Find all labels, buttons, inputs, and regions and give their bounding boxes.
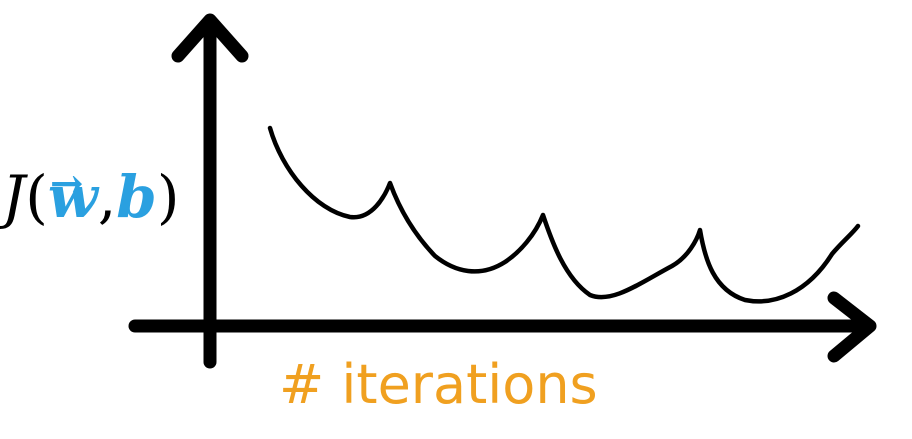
open-paren: ( bbox=[25, 163, 48, 231]
y-axis-arrowhead bbox=[171, 13, 249, 63]
cost-function-symbol: J bbox=[2, 163, 26, 231]
close-paren: ) bbox=[156, 163, 180, 231]
param-b: b bbox=[116, 163, 157, 231]
y-axis-label: J(→ w,b) bbox=[2, 164, 179, 227]
vector-arrow-icon: → bbox=[49, 160, 84, 207]
x-axis-label: # iterations bbox=[279, 353, 598, 416]
param-separator: , bbox=[97, 163, 117, 231]
cost-curve bbox=[267, 125, 861, 304]
param-w: w bbox=[47, 163, 98, 231]
x-axis-arrowhead bbox=[827, 291, 877, 363]
weight-vector-symbol: → w bbox=[48, 164, 98, 227]
